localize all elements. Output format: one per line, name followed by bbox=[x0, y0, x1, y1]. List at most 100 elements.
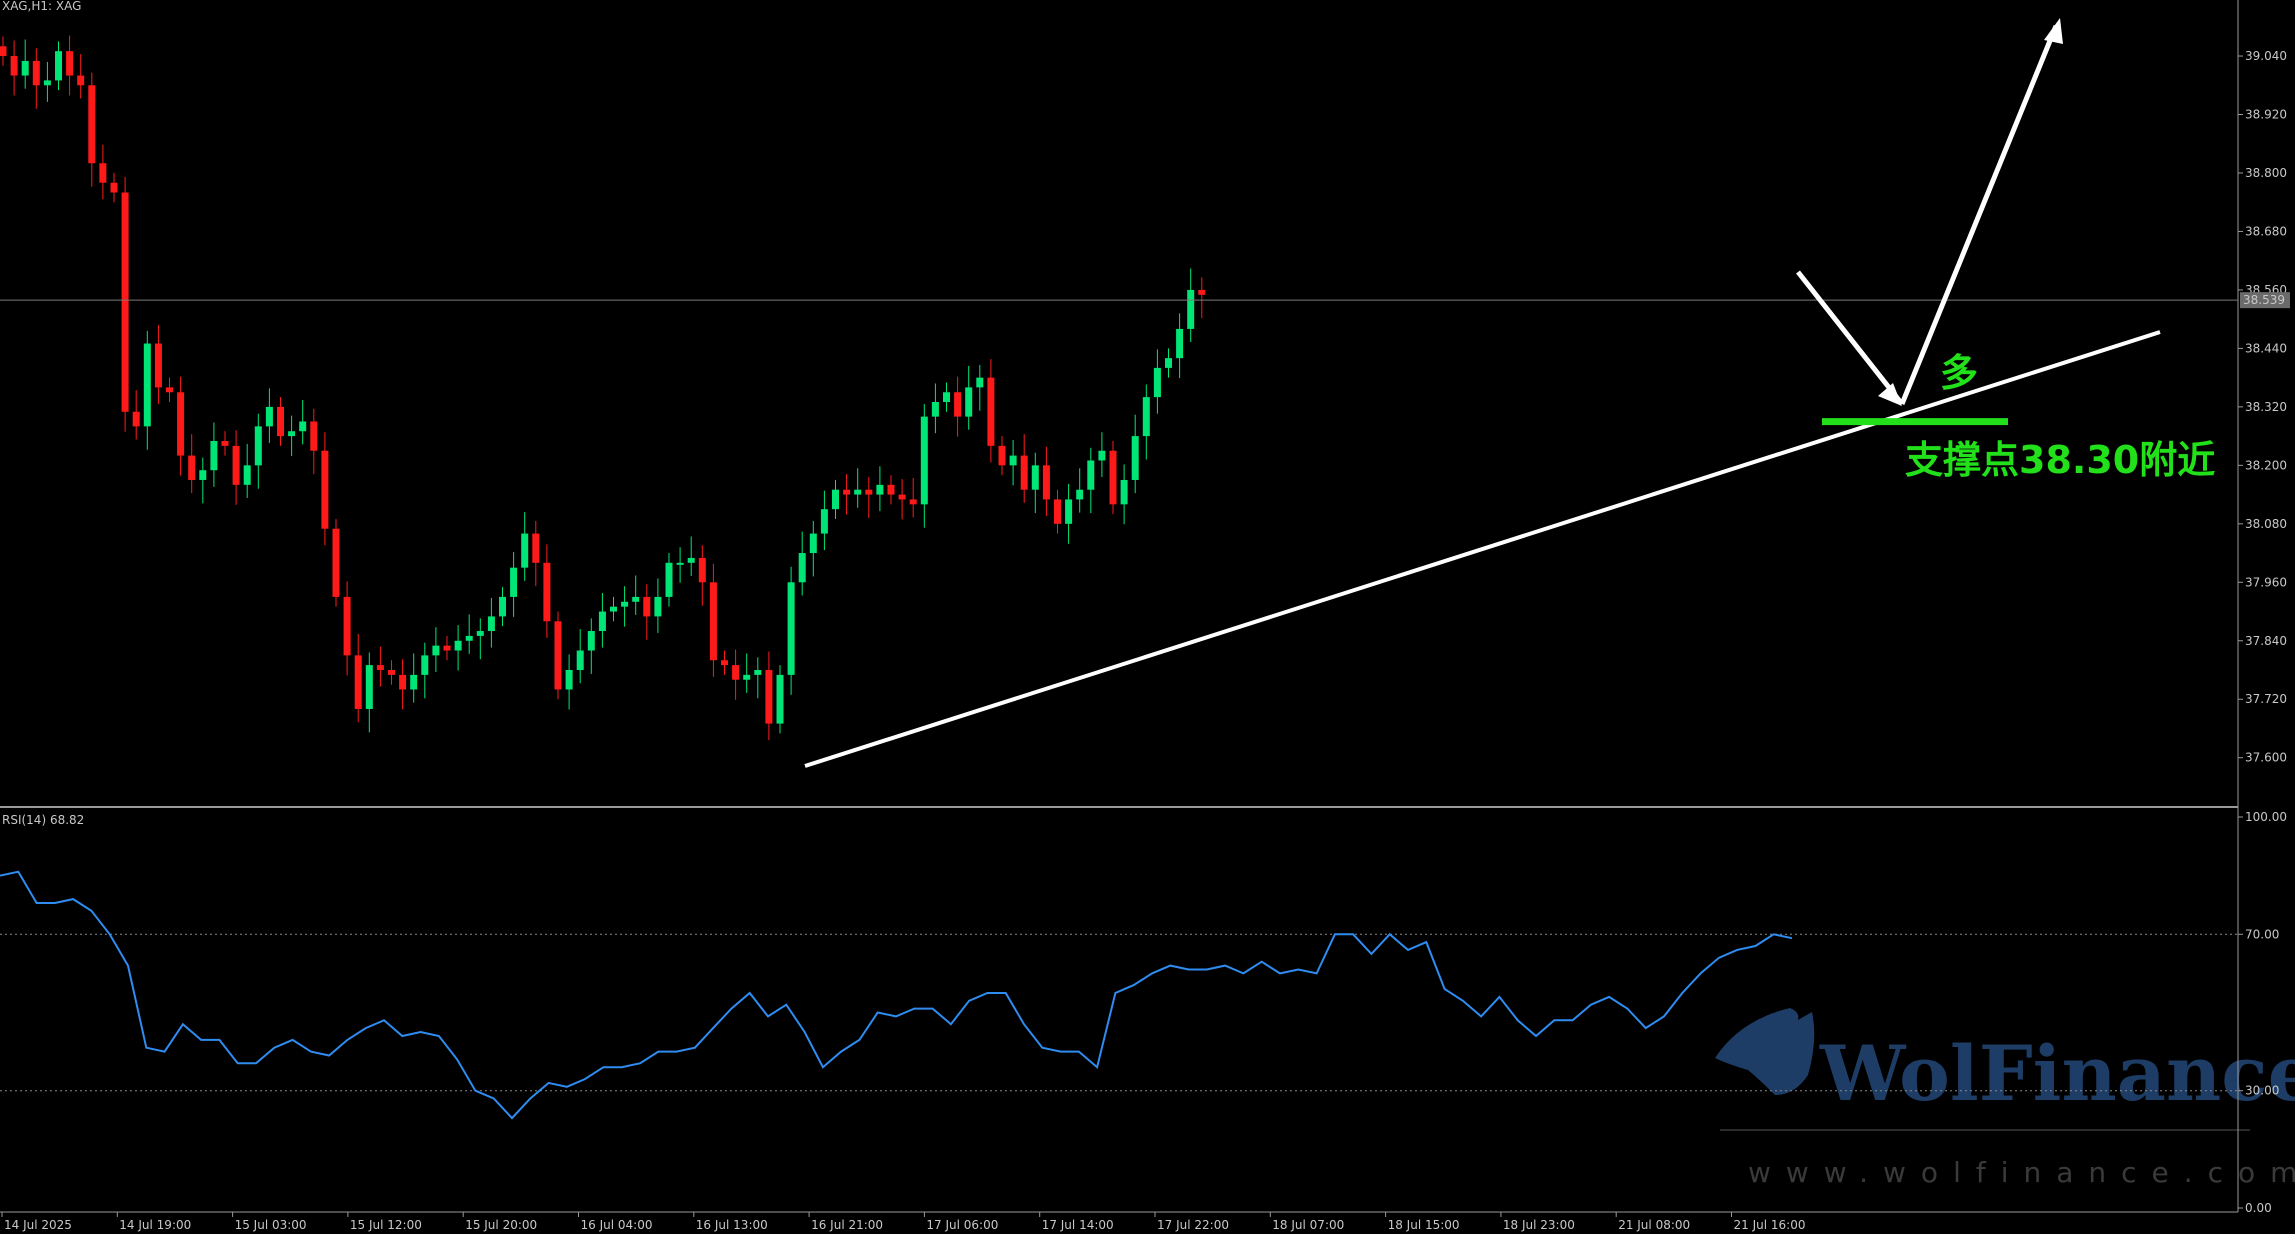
candle-body bbox=[931, 402, 939, 417]
candle-body bbox=[643, 596, 651, 617]
candle-body bbox=[809, 533, 817, 554]
candle-body bbox=[1176, 328, 1184, 359]
candle-body bbox=[765, 670, 773, 724]
candle-body bbox=[676, 562, 684, 565]
candle-body bbox=[654, 596, 662, 617]
candle-body bbox=[887, 484, 895, 495]
price-tick-label: 38.080 bbox=[2245, 517, 2287, 531]
ascending-trendline[interactable] bbox=[804, 330, 2161, 768]
candle-body bbox=[321, 450, 329, 529]
candle-body bbox=[310, 421, 318, 451]
price-tick-label: 39.040 bbox=[2245, 49, 2287, 63]
long-label: 多 bbox=[1940, 351, 1978, 395]
time-tick-label: 14 Jul 19:00 bbox=[119, 1218, 191, 1232]
candle-body bbox=[732, 665, 740, 680]
candle-body bbox=[166, 387, 173, 393]
time-tick-label: 18 Jul 07:00 bbox=[1272, 1218, 1344, 1232]
candle-body bbox=[721, 660, 728, 666]
candle-body bbox=[277, 406, 284, 437]
candle-body bbox=[10, 56, 18, 76]
candle-body bbox=[465, 635, 473, 641]
candle-body bbox=[1031, 465, 1039, 490]
candle-body bbox=[754, 670, 762, 675]
time-tick-label: 16 Jul 13:00 bbox=[696, 1218, 768, 1232]
price-tick-label: 37.960 bbox=[2245, 575, 2287, 589]
candle-body bbox=[1165, 358, 1172, 368]
candle-body bbox=[532, 533, 540, 563]
chart-title: XAG,H1: XAG bbox=[2, 0, 81, 13]
candle-body bbox=[332, 528, 340, 597]
rebound-arrow-up[interactable] bbox=[1899, 25, 2059, 405]
candle-body bbox=[776, 674, 784, 724]
candle-body bbox=[188, 455, 196, 480]
candle-body bbox=[1098, 450, 1106, 461]
time-tick-label: 17 Jul 22:00 bbox=[1157, 1218, 1229, 1232]
candle-body bbox=[343, 596, 351, 656]
candle-body bbox=[1187, 289, 1195, 329]
candle-body bbox=[1042, 465, 1050, 500]
candle-body bbox=[987, 377, 995, 446]
candle-body bbox=[1120, 479, 1128, 505]
candle-body bbox=[1131, 436, 1139, 480]
time-tick-label: 16 Jul 21:00 bbox=[811, 1218, 883, 1232]
candle-body bbox=[798, 553, 806, 583]
rsi-panel bbox=[0, 870, 2238, 1120]
time-axis: 14 Jul 2025 14 Jul 19:00 15 Jul 03:00 15 Ju… bbox=[1, 1212, 1806, 1232]
candle-body bbox=[920, 416, 928, 505]
candle-body bbox=[199, 470, 207, 480]
candle-body bbox=[1198, 289, 1206, 295]
candle-body bbox=[876, 484, 884, 495]
candle-body bbox=[1065, 499, 1073, 524]
candle-body bbox=[965, 387, 973, 417]
candle-body bbox=[943, 392, 950, 402]
candle-body bbox=[454, 640, 462, 651]
candle-body bbox=[743, 674, 751, 680]
candle-body bbox=[354, 655, 362, 709]
time-tick-label: 18 Jul 15:00 bbox=[1388, 1218, 1460, 1232]
rsi-tick-label: 100.00 bbox=[2245, 810, 2287, 824]
candle-body bbox=[598, 611, 606, 632]
candle-body bbox=[1076, 489, 1084, 500]
candle-body bbox=[854, 489, 862, 495]
candle-body bbox=[476, 631, 484, 636]
current-price-badge bbox=[2240, 292, 2290, 309]
rsi-tick-label: 30.00 bbox=[2245, 1084, 2279, 1098]
candle-body bbox=[565, 670, 573, 690]
candle-body bbox=[898, 494, 906, 500]
candle-body bbox=[787, 582, 795, 675]
watermark-url: www.wolfinance.com bbox=[1748, 1156, 2295, 1189]
candle-body bbox=[88, 85, 96, 164]
time-tick-label: 15 Jul 12:00 bbox=[350, 1218, 422, 1232]
candle-body bbox=[554, 621, 562, 690]
candle-body bbox=[143, 343, 151, 427]
candle-body bbox=[365, 665, 373, 709]
time-tick-label: 14 Jul 2025 bbox=[4, 1218, 72, 1232]
rsi-tick-label: 70.00 bbox=[2245, 927, 2279, 941]
candle-body bbox=[576, 650, 584, 670]
candle-body bbox=[121, 192, 129, 412]
candle-body bbox=[832, 489, 839, 510]
price-tick-label: 38.200 bbox=[2245, 458, 2287, 472]
candle-body bbox=[432, 645, 440, 656]
candle-body bbox=[32, 60, 40, 86]
candle-body bbox=[1109, 450, 1117, 505]
pullback-arrow-down[interactable] bbox=[1796, 270, 1904, 406]
candle-body bbox=[632, 596, 640, 602]
candle-body bbox=[221, 440, 229, 446]
candle-body bbox=[399, 674, 407, 690]
candle-body bbox=[1087, 460, 1095, 490]
candle-body bbox=[1054, 499, 1061, 524]
candle-body bbox=[709, 582, 717, 661]
time-tick-label: 21 Jul 08:00 bbox=[1618, 1218, 1690, 1232]
price-axis: 39.04038.92038.80038.68038.56038.44038.3… bbox=[2238, 49, 2287, 765]
price-tick-label: 38.920 bbox=[2245, 108, 2287, 122]
candle-body bbox=[66, 51, 74, 76]
candle-body bbox=[55, 51, 62, 81]
time-tick-label: 17 Jul 06:00 bbox=[926, 1218, 998, 1232]
time-tick-label: 21 Jul 16:00 bbox=[1734, 1218, 1806, 1232]
price-tick-label: 37.720 bbox=[2245, 692, 2287, 706]
rsi-tick-label: 0.00 bbox=[2245, 1201, 2272, 1215]
support-label: 支撑点38.30附近 bbox=[1905, 438, 2215, 482]
candle-body bbox=[587, 631, 595, 651]
